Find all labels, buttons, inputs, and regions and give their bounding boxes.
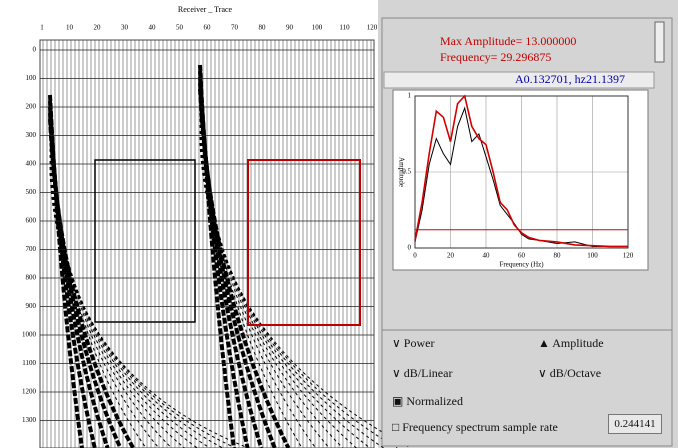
wavefront xyxy=(198,88,291,448)
depth-label: 0 xyxy=(33,46,37,54)
power-option[interactable]: ∨ Power xyxy=(392,336,435,350)
trace-label: 1 xyxy=(40,24,44,32)
y-tick-label: 0.5 xyxy=(402,168,411,176)
amplitude-label: Amplitude xyxy=(552,336,604,350)
trace-label: 120 xyxy=(367,24,378,32)
trace-label: 10 xyxy=(66,24,74,32)
normalized-checkbox[interactable]: ▣ Normalized xyxy=(392,394,463,408)
wavefront xyxy=(199,118,357,448)
trace-label: 90 xyxy=(286,24,294,32)
trace-label: 20 xyxy=(94,24,102,32)
depth-label: 400 xyxy=(26,160,37,168)
wavefront xyxy=(199,130,384,448)
wavefront xyxy=(49,130,160,448)
wavefront xyxy=(49,166,236,448)
x-tick-label: 120 xyxy=(623,252,634,260)
x-axis-label: Frequency (Hz) xyxy=(499,261,544,269)
trace-label: 70 xyxy=(231,24,239,32)
db-linear-option[interactable]: ∨ dB/Linear xyxy=(392,366,453,380)
depth-label: 800 xyxy=(26,274,37,282)
trace-label: 30 xyxy=(121,24,129,32)
sample-rate-label: Frequency spectrum sample rate xyxy=(402,420,558,434)
y-axis-label: Amplitude xyxy=(397,157,405,187)
wavefront xyxy=(49,136,172,448)
db-octave-option[interactable]: ∨ dB/Octave xyxy=(538,366,602,380)
scrollbar[interactable] xyxy=(654,21,665,63)
depth-label: 300 xyxy=(26,131,37,139)
spectrum-frame xyxy=(392,89,649,271)
trace-label: 50 xyxy=(176,24,184,32)
depth-label: 1200 xyxy=(22,388,37,396)
trace-label: 80 xyxy=(259,24,267,32)
depth-label: 200 xyxy=(26,103,37,111)
sample-rate-input[interactable]: 0.244141 xyxy=(608,414,662,434)
wavefront xyxy=(49,124,147,448)
cursor-readout: A0.132701, hz21.1397 xyxy=(515,72,625,86)
depth-label: 500 xyxy=(26,188,37,196)
depth-label: 700 xyxy=(26,245,37,253)
cursor-bar xyxy=(383,71,655,89)
trace-label: 110 xyxy=(339,24,350,32)
x-tick-label: 0 xyxy=(413,252,417,260)
x-tick-label: 100 xyxy=(587,252,598,260)
depth-label: 1100 xyxy=(22,359,36,367)
spectrum-line xyxy=(414,94,628,248)
plot-border xyxy=(414,95,629,249)
x-tick-label: 20 xyxy=(447,252,455,260)
amplitude-option[interactable]: ▲ Amplitude xyxy=(538,336,604,350)
wavefront xyxy=(49,142,185,448)
depth-label: 100 xyxy=(26,74,37,82)
max-amplitude: Max Amplitude= 13.000000 xyxy=(440,34,576,48)
wavefront xyxy=(48,118,135,448)
db-linear-label: dB/Linear xyxy=(403,366,453,380)
frequency: Frequency= 29.296875 xyxy=(440,50,551,64)
db-octave-label: dB/Octave xyxy=(549,366,602,380)
depth-label: 900 xyxy=(26,302,37,310)
wavefront xyxy=(199,142,412,448)
depth-label: 1300 xyxy=(22,416,37,424)
spectrum-chart: 0 20 40 60 80 100 120 0 0.5 1 Frequency (Hz) Amplit… xyxy=(397,92,633,269)
black-window xyxy=(94,159,196,323)
sample-rate-checkbox[interactable]: □ Frequency spectrum sample rate xyxy=(392,420,558,434)
x-tick-label: 60 xyxy=(518,252,526,260)
depth-label: 1000 xyxy=(22,331,37,339)
red-window xyxy=(247,159,361,326)
y-tick-label: 1 xyxy=(408,92,412,100)
depth-label: 600 xyxy=(26,217,37,225)
y-tick-label: 0 xyxy=(408,244,412,252)
trace-label: 60 xyxy=(204,24,212,32)
power-label: Power xyxy=(403,336,435,350)
trace-label: 100 xyxy=(312,24,323,32)
normalized-label: Normalized xyxy=(406,394,463,408)
wavefront xyxy=(49,148,198,448)
x-tick-label: 80 xyxy=(554,252,562,260)
x-tick-label: 40 xyxy=(483,252,491,260)
seismic-traces xyxy=(40,40,412,448)
trace-label: 40 xyxy=(149,24,157,32)
seismic-header: Receiver _ Trace xyxy=(178,5,233,14)
